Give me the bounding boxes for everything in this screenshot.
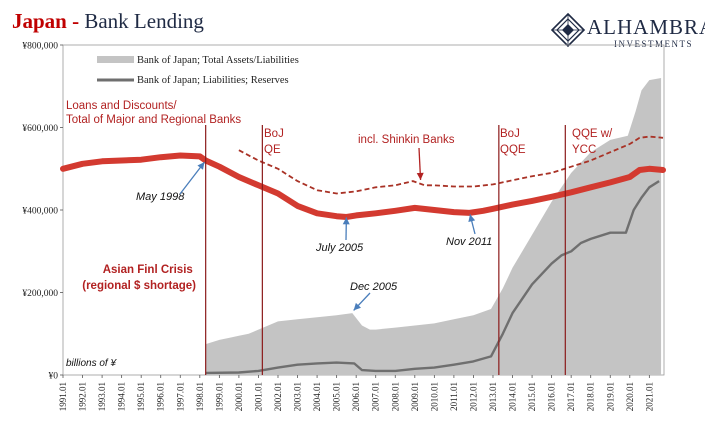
x-tick-label: 2005.01 <box>332 382 342 411</box>
x-tick-label: 2008.01 <box>390 382 400 411</box>
y-tick-label: ¥400,000 <box>22 207 58 217</box>
marker-label-boj-qqe: BoJ QQE <box>500 128 526 156</box>
legend-label-total-assets: Bank of Japan; Total Assets/Liabilities <box>137 55 299 66</box>
title-separator: - <box>67 9 85 33</box>
x-tick-label: 2007.01 <box>371 382 381 411</box>
series-line-loans <box>60 152 666 220</box>
alhambra-diamond-logo-icon <box>550 12 586 48</box>
x-tick-label: 2017.01 <box>566 382 576 411</box>
nov-2011-label: Nov 2011 <box>446 236 492 248</box>
x-tick-label: 2013.01 <box>488 382 498 411</box>
x-tick-label: 1997.01 <box>175 382 185 411</box>
x-tick-label: 2018.01 <box>586 382 596 411</box>
july-2005-label: July 2005 <box>315 242 364 254</box>
legend-label-reserves: Bank of Japan; Liabilities; Reserves <box>137 75 289 86</box>
x-tick-label: 2021.01 <box>644 382 654 411</box>
arrowhead-dec_2005 <box>353 302 361 311</box>
series-lines-layer <box>60 135 666 375</box>
x-tick-label: 2019.01 <box>605 382 615 411</box>
axes-layer: ¥0 ¥200,000 ¥400,000 ¥600,000 ¥800,000 1991.0… <box>22 42 654 412</box>
y-tick-label: ¥0 <box>49 372 59 382</box>
title-main: Japan <box>12 9 67 33</box>
y-tick-label: ¥800,000 <box>22 42 58 52</box>
x-tick-label: 1994.01 <box>117 382 127 411</box>
arrowhead-nov_2011 <box>468 214 476 223</box>
x-tick-label: 1998.01 <box>195 382 205 411</box>
x-tick-label: 2009.01 <box>410 382 420 411</box>
chart-title: Japan - Bank Lending <box>12 9 204 33</box>
may-1998-label: May 1998 <box>136 191 185 203</box>
annotations: Loans and Discounts/ Total of Major and … <box>66 100 615 369</box>
x-tick-label: 2016.01 <box>547 382 557 411</box>
asian-crisis-label: Asian Finl Crisis (regional $ shortage) <box>82 264 196 292</box>
x-tick-label: 2010.01 <box>429 382 439 411</box>
x-tick-label: 2011.01 <box>449 382 459 411</box>
x-tick-label: 2020.01 <box>625 382 635 411</box>
vertical-markers-layer <box>205 125 566 375</box>
x-tick-label: 2003.01 <box>293 382 303 411</box>
x-tick-label: 1999.01 <box>214 382 224 411</box>
y-tick-label: ¥600,000 <box>22 124 58 134</box>
marker-label-boj-qe: BoJ QE <box>264 128 287 156</box>
x-tick-label: 1991.01 <box>58 382 68 411</box>
total-assets-area-layer <box>205 78 662 375</box>
series-line-reserves <box>205 180 660 375</box>
series-line-shinkin <box>238 135 664 195</box>
arrowhead-july_2005 <box>342 217 350 225</box>
x-tick-label: 2006.01 <box>351 382 361 411</box>
brand-logo: ALHAMBRA INVESTMENTS <box>550 12 705 49</box>
series-area-total-assets <box>205 78 662 375</box>
x-tick-label: 2015.01 <box>527 382 537 411</box>
legend: Bank of Japan; Total Assets/Liabilities … <box>97 55 299 86</box>
x-tick-label: 1993.01 <box>97 382 107 411</box>
x-tick-label: 2004.01 <box>312 382 322 411</box>
x-tick-label: 1995.01 <box>136 382 146 411</box>
title-subtitle: Bank Lending <box>84 9 204 33</box>
loans-label: Loans and Discounts/ Total of Major and … <box>66 100 241 126</box>
shinkin-label: incl. Shinkin Banks <box>358 134 455 146</box>
y-tick-label: ¥200,000 <box>22 289 58 299</box>
x-tick-label: 2000.01 <box>234 382 244 411</box>
x-tick-label: 2001.01 <box>253 382 263 411</box>
brand-name: ALHAMBRA <box>587 15 705 39</box>
marker-label-qqe-ycc: QQE w/ YCC <box>572 128 615 156</box>
legend-swatch-total-assets <box>97 56 134 63</box>
x-tick-label: 2014.01 <box>508 382 518 411</box>
x-tick-label: 2002.01 <box>273 382 283 411</box>
x-tick-label: 1992.01 <box>78 382 88 411</box>
arrowhead-shinkin_label <box>416 172 424 180</box>
annotation-arrows <box>179 147 476 311</box>
brand-tagline: INVESTMENTS <box>614 39 693 49</box>
arrowhead-may_1998 <box>197 162 205 170</box>
units-note: billions of ¥ <box>66 358 117 369</box>
x-tick-label: 1996.01 <box>156 382 166 411</box>
x-tick-label: 2012.01 <box>468 382 478 411</box>
dec-2005-label: Dec 2005 <box>350 281 398 293</box>
